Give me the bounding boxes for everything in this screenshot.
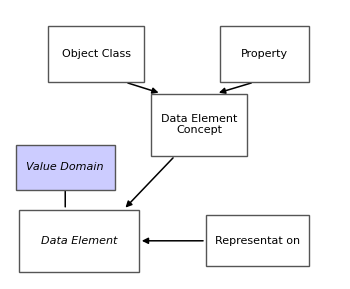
- Bar: [206, 215, 309, 266]
- Bar: [15, 144, 115, 190]
- Text: Data Element
Concept: Data Element Concept: [161, 114, 237, 136]
- Text: Object Class: Object Class: [62, 49, 131, 59]
- Bar: [48, 25, 144, 82]
- Bar: [151, 94, 247, 156]
- Text: Property: Property: [240, 49, 288, 59]
- Text: Value Domain: Value Domain: [27, 162, 104, 172]
- Text: Representat on: Representat on: [215, 236, 300, 246]
- Bar: [219, 25, 309, 82]
- Text: Data Element: Data Element: [41, 236, 117, 246]
- Bar: [19, 210, 139, 272]
